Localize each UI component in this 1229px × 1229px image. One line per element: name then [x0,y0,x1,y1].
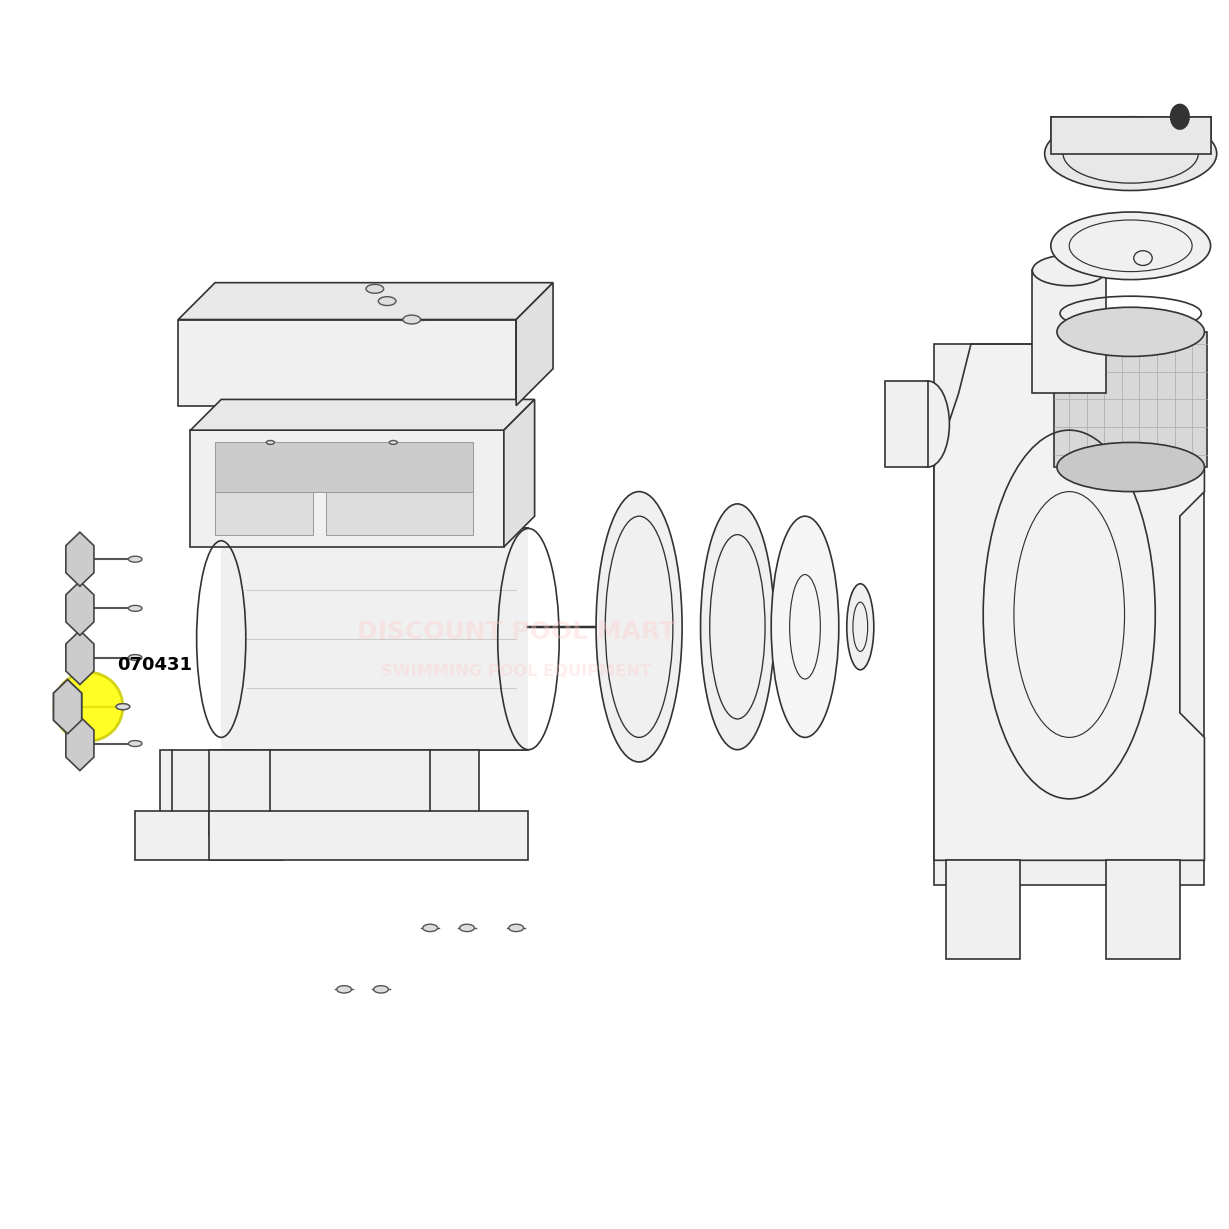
Ellipse shape [1045,117,1217,190]
Ellipse shape [128,606,141,611]
Bar [209,750,479,836]
Ellipse shape [128,655,141,660]
Text: 070431: 070431 [117,656,192,673]
Ellipse shape [701,504,774,750]
Ellipse shape [337,986,351,993]
Ellipse shape [460,924,474,932]
Polygon shape [66,717,93,771]
Ellipse shape [847,584,874,670]
Polygon shape [221,528,528,750]
Ellipse shape [1051,211,1211,280]
Ellipse shape [374,986,388,993]
Bar [209,811,528,860]
Polygon shape [66,630,93,685]
Bar [215,492,313,535]
Text: DISCOUNT POOL MART: DISCOUNT POOL MART [356,621,676,644]
Bar [135,811,283,860]
Bar [326,492,473,535]
Polygon shape [934,344,1204,860]
Bar [946,860,1020,959]
Polygon shape [934,344,1204,885]
Ellipse shape [1057,442,1204,492]
Polygon shape [504,399,535,547]
Ellipse shape [267,440,274,445]
Polygon shape [66,581,93,635]
Ellipse shape [1032,256,1106,285]
Bar [190,430,504,547]
Ellipse shape [772,516,838,737]
Polygon shape [1051,117,1211,154]
Ellipse shape [366,284,383,294]
Ellipse shape [423,924,438,932]
Polygon shape [66,532,93,586]
Ellipse shape [1057,307,1204,356]
Ellipse shape [1170,104,1188,129]
Ellipse shape [116,704,130,709]
Ellipse shape [128,741,141,746]
Ellipse shape [390,440,397,445]
Bar [178,320,516,406]
Text: SWIMMING POOL EQUIPMENT: SWIMMING POOL EQUIPMENT [381,664,651,678]
Ellipse shape [379,296,396,306]
Bar [1106,860,1180,959]
Polygon shape [1054,332,1207,467]
Ellipse shape [403,315,420,324]
Ellipse shape [906,381,949,467]
Bar [215,442,473,492]
Ellipse shape [128,557,141,562]
Ellipse shape [509,924,524,932]
Bar [160,750,258,836]
Ellipse shape [116,704,130,709]
Polygon shape [1032,270,1106,393]
Polygon shape [54,680,81,734]
Polygon shape [54,680,81,734]
Circle shape [54,672,123,741]
Polygon shape [190,399,535,430]
Polygon shape [885,381,928,467]
Ellipse shape [596,492,682,762]
Polygon shape [178,283,553,320]
Polygon shape [516,283,553,406]
